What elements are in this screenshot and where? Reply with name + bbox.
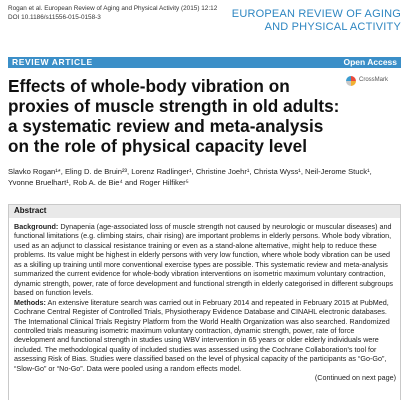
section-lead: Methods: bbox=[14, 297, 46, 307]
doi-line[interactable]: DOI 10.1186/s11556-015-0158-3 bbox=[8, 14, 101, 21]
article-title: Effects of whole-body vibration on proxi… bbox=[8, 76, 340, 156]
abstract-heading: Abstract bbox=[14, 206, 47, 215]
abstract-methods: Methods: An extensive literature search … bbox=[14, 298, 396, 374]
abstract-header: Abstract bbox=[9, 205, 400, 218]
citation: Rogan et al. European Review of Aging an… bbox=[8, 4, 217, 22]
abstract-panel: Abstract Background: Dynapenia (age-asso… bbox=[8, 204, 401, 400]
article-type-bar: REVIEW ARTICLE Open Access bbox=[8, 57, 401, 68]
journal-name-line: EUROPEAN REVIEW OF AGING bbox=[231, 8, 401, 20]
abstract-background: Background: Dynapenia (age-associated lo… bbox=[14, 222, 396, 298]
open-access-badge: Open Access bbox=[343, 57, 397, 67]
author-line: Yvonne Bruelhart¹, Rob A. de Bie⁴ and Ro… bbox=[8, 178, 189, 187]
abstract-body: Background: Dynapenia (age-associated lo… bbox=[14, 222, 396, 383]
citation-line: Rogan et al. European Review of Aging an… bbox=[8, 5, 218, 12]
section-text: Dynapenia (age-associated loss of muscle… bbox=[14, 222, 394, 298]
article-type: REVIEW ARTICLE bbox=[12, 57, 93, 67]
crossmark-button[interactable]: CrossMark bbox=[346, 75, 398, 87]
article-header: Rogan et al. European Review of Aging an… bbox=[8, 4, 401, 56]
crossmark-label: CrossMark bbox=[359, 77, 389, 83]
author-list: Slavko Rogan¹*, Eling D. de Bruin²³, Lor… bbox=[8, 166, 401, 188]
section-lead: Background: bbox=[14, 222, 59, 231]
journal-name: EUROPEAN REVIEW OF AGING AND PHYSICAL AC… bbox=[232, 8, 401, 34]
section-text: An extensive literature search was carri… bbox=[14, 297, 390, 373]
continued-note: (Continued on next page) bbox=[314, 373, 396, 383]
crossmark-icon bbox=[346, 76, 356, 86]
author-line: Slavko Rogan¹*, Eling D. de Bruin²³, Lor… bbox=[8, 167, 372, 176]
journal-name-line: AND PHYSICAL ACTIVITY bbox=[264, 21, 401, 33]
